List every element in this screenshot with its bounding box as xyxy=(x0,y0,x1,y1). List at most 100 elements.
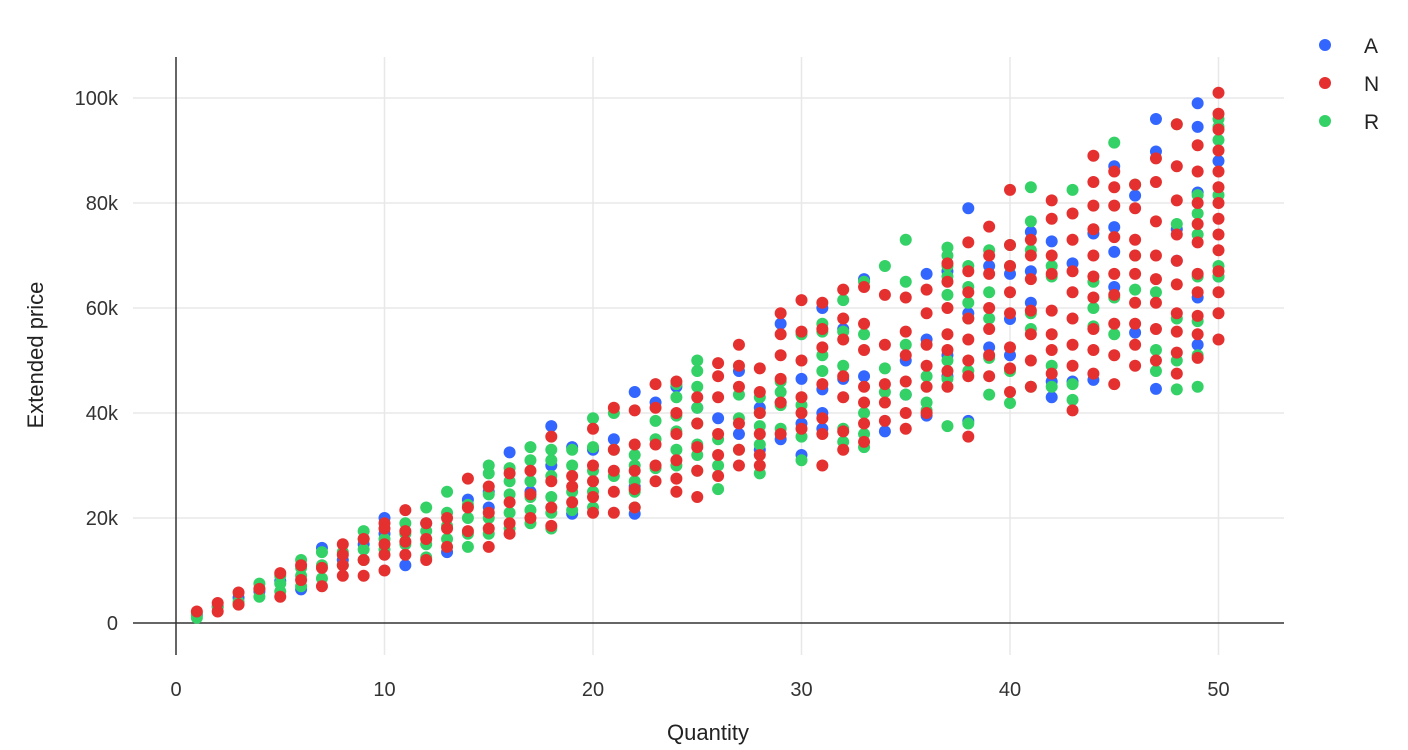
point-N xyxy=(816,378,829,391)
point-N xyxy=(295,559,308,572)
point-N xyxy=(587,491,599,503)
point-N xyxy=(691,417,704,430)
point-N xyxy=(1066,359,1079,372)
point-N xyxy=(1024,328,1037,341)
point-N xyxy=(732,338,745,351)
point-R xyxy=(878,260,891,272)
point-R xyxy=(941,354,954,367)
point-N xyxy=(607,485,620,498)
point-N xyxy=(837,370,850,383)
point-N xyxy=(482,506,495,519)
point-N xyxy=(1212,165,1225,178)
point-N xyxy=(878,396,891,409)
point-N xyxy=(1108,349,1121,362)
point-N xyxy=(691,391,704,404)
point-N xyxy=(1024,249,1037,262)
point-N xyxy=(1170,254,1183,267)
point-N xyxy=(1191,267,1204,280)
point-R xyxy=(1149,365,1162,377)
point-N xyxy=(753,428,766,440)
point-N xyxy=(524,512,537,524)
point-N xyxy=(774,307,787,320)
point-N xyxy=(1129,267,1142,280)
point-N xyxy=(670,407,683,419)
point-N xyxy=(1066,265,1079,278)
point-N xyxy=(378,538,391,551)
point-N xyxy=(795,407,808,419)
point-R xyxy=(816,365,829,377)
point-R xyxy=(983,286,996,299)
point-N xyxy=(1045,249,1058,262)
point-N xyxy=(399,535,412,548)
point-N xyxy=(524,488,537,501)
point-R xyxy=(858,407,871,419)
point-N xyxy=(837,391,850,404)
point-N xyxy=(670,472,683,485)
point-N xyxy=(795,325,808,338)
point-N xyxy=(1087,199,1100,212)
point-A xyxy=(712,412,725,425)
point-N xyxy=(628,483,641,496)
point-R xyxy=(524,475,537,488)
point-R xyxy=(315,546,328,559)
point-N xyxy=(1191,286,1204,299)
point-N xyxy=(878,338,891,351)
point-N xyxy=(566,470,579,482)
point-N xyxy=(1066,207,1079,220)
point-N xyxy=(1170,325,1183,338)
x-tick-label: 50 xyxy=(1207,679,1229,701)
point-R xyxy=(795,454,808,467)
point-R xyxy=(1170,383,1183,396)
point-N xyxy=(628,404,641,417)
point-N xyxy=(1004,239,1016,251)
point-N xyxy=(336,569,349,582)
point-N xyxy=(1108,317,1121,330)
point-N xyxy=(941,344,954,356)
point-N xyxy=(587,422,599,435)
point-N xyxy=(1129,359,1142,372)
y-tick-label: 80k xyxy=(86,193,119,215)
y-tick-label: 100k xyxy=(75,88,119,110)
point-R xyxy=(670,391,683,404)
point-N xyxy=(1108,181,1121,194)
point-N xyxy=(1170,228,1183,241)
point-N xyxy=(858,344,871,356)
point-R xyxy=(441,485,454,498)
point-N xyxy=(983,267,996,280)
point-N xyxy=(1212,265,1225,278)
point-N xyxy=(315,561,328,574)
point-R xyxy=(1191,207,1204,220)
point-N xyxy=(962,333,975,346)
point-N xyxy=(962,430,975,443)
point-N xyxy=(1004,362,1016,375)
point-N xyxy=(1149,176,1162,188)
point-N xyxy=(399,525,412,538)
point-N xyxy=(607,401,620,414)
point-N xyxy=(1066,312,1079,325)
point-R xyxy=(837,294,850,307)
point-N xyxy=(837,443,850,456)
point-N xyxy=(295,573,308,586)
point-R xyxy=(1066,393,1079,406)
point-N xyxy=(1212,307,1225,320)
point-N xyxy=(649,459,662,472)
point-R xyxy=(837,359,850,372)
point-N xyxy=(858,435,871,448)
point-R xyxy=(524,441,537,454)
point-R xyxy=(899,233,912,246)
point-R xyxy=(920,370,933,383)
point-A xyxy=(1212,155,1225,167)
point-R xyxy=(691,380,704,393)
point-A xyxy=(1129,326,1142,339)
point-N xyxy=(232,598,245,611)
point-N xyxy=(1087,323,1100,335)
point-N xyxy=(1024,354,1037,367)
point-N xyxy=(816,296,829,309)
point-N xyxy=(899,422,912,435)
point-N xyxy=(503,496,516,509)
point-N xyxy=(753,449,766,461)
point-R xyxy=(1066,378,1079,391)
point-R xyxy=(920,396,933,409)
point-R xyxy=(774,386,787,398)
